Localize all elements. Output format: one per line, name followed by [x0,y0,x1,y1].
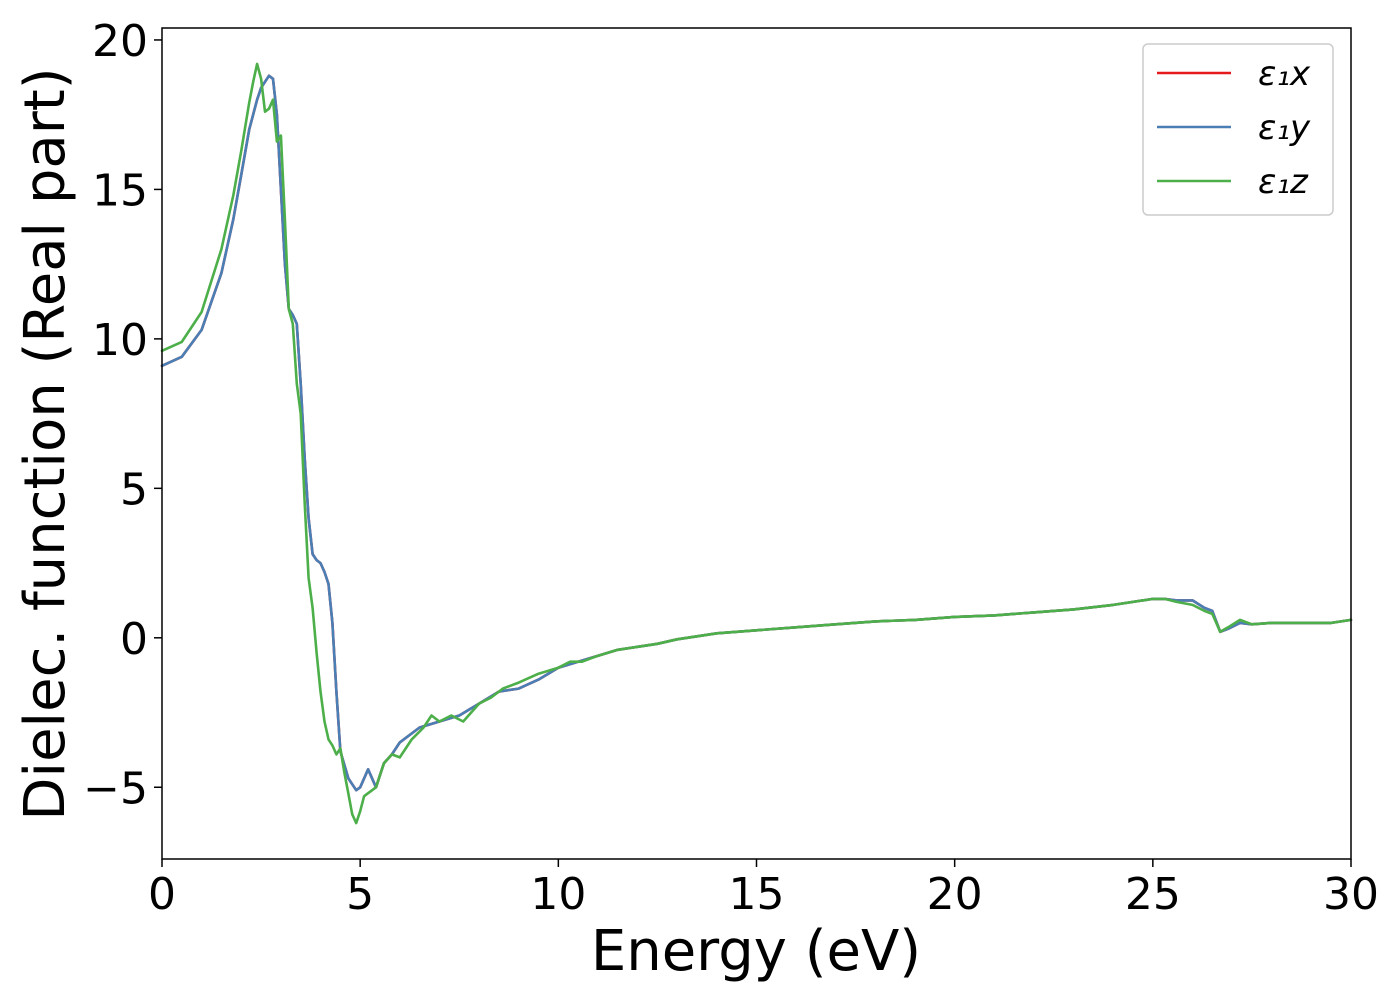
legend-box [1142,43,1334,216]
x-tick-label: 15 [729,869,785,920]
y-axis-title: Dielec. function (Real part) [13,67,78,820]
y-tick-label: −5 [83,763,148,814]
y-axis: −5 0 5 10 15 20 [83,16,162,814]
x-axis-title: Energy (eV) [591,919,921,984]
legend-label: ε₁x [1258,54,1311,94]
x-tick-label: 5 [346,869,374,920]
y-tick-label: 15 [92,165,148,216]
y-tick-label: 20 [92,16,148,67]
legend-entries: ε₁x ε₁y ε₁z [1157,54,1311,202]
series-line-3 [160,62,1353,825]
legend-label: ε₁y [1258,108,1311,148]
y-tick-label: 0 [120,614,148,665]
x-tick-label: 10 [530,869,586,920]
x-axis: 0 5 10 15 20 25 30 [148,859,1379,920]
x-tick-label: 30 [1323,869,1379,920]
x-tick-label: 20 [927,869,983,920]
legend-label: ε₁z [1258,162,1309,202]
x-tick-label: 0 [148,869,176,920]
y-tick-label: 5 [120,464,148,515]
legend: ε₁x ε₁y ε₁z [1142,43,1334,216]
series-layer [160,62,1353,825]
y-tick-label: 10 [92,315,148,366]
x-tick-label: 25 [1125,869,1181,920]
